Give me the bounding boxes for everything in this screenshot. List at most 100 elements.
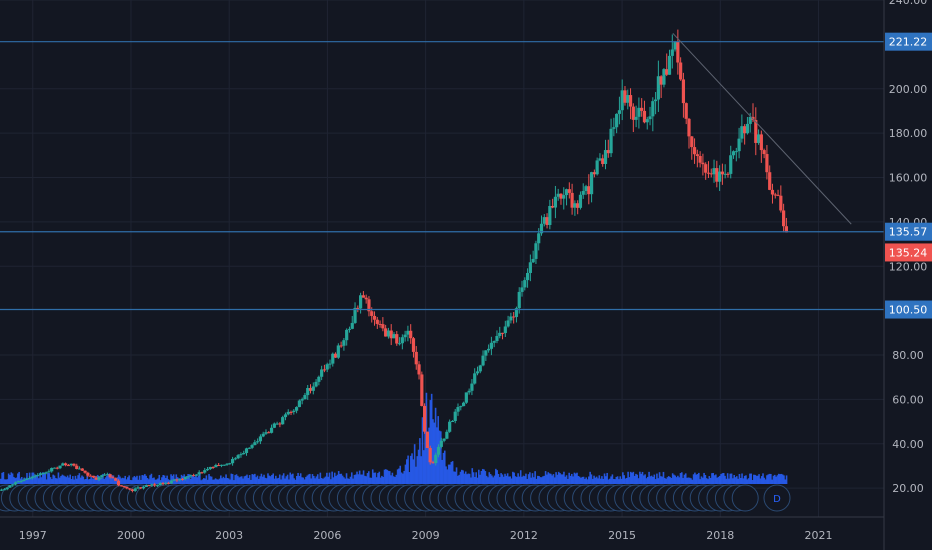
horizontal-levels[interactable] (0, 41, 884, 311)
volume-bar (197, 475, 200, 484)
volume-bar (649, 476, 652, 484)
candle-body (417, 364, 421, 375)
volume-bar (733, 474, 735, 484)
volume-bar (459, 471, 462, 484)
volume-bar (337, 471, 340, 484)
volume-bar (576, 472, 578, 484)
candle-body (617, 110, 622, 114)
volume-bar (650, 475, 653, 484)
candle-body (381, 324, 385, 329)
candle-body (66, 465, 70, 467)
volume-bar (550, 473, 552, 484)
interval-marker-label: D (773, 494, 781, 505)
volume-bar (553, 477, 556, 484)
volume-bar (412, 459, 415, 484)
volume-bar (468, 473, 471, 484)
volume-bar (686, 477, 688, 484)
volume-bar (403, 470, 405, 484)
volume-bar (149, 475, 151, 484)
volume-bar (282, 473, 285, 484)
volume-bar (589, 471, 591, 484)
y-tick-label: 20.00 (892, 482, 924, 495)
volume-bar (487, 477, 489, 484)
volume-bar (349, 476, 352, 484)
candle-body (164, 482, 168, 485)
event-markers[interactable]: D (0, 484, 791, 512)
candle-body (448, 421, 452, 432)
candle-body (281, 417, 285, 425)
volume-bar (736, 476, 738, 484)
candle-body (645, 119, 649, 123)
event-marker[interactable] (731, 484, 759, 512)
candle-body (55, 467, 59, 469)
volume-bar (502, 476, 505, 484)
volume-bar (498, 477, 501, 484)
volume-bar (318, 478, 320, 484)
volume-bar (601, 476, 603, 484)
volume-bar (13, 476, 15, 484)
volume-bar (653, 474, 656, 484)
candle-body (36, 474, 40, 476)
volume-bar (375, 477, 378, 484)
volume-bar (74, 475, 77, 484)
candle-body (509, 316, 513, 321)
candle-body (681, 79, 686, 104)
candle-body (695, 154, 699, 156)
level-price-badge (885, 222, 932, 241)
volume-bar (47, 472, 49, 484)
trend-line[interactable] (672, 32, 852, 225)
volume-bar (533, 477, 535, 484)
candle-body (236, 455, 240, 459)
volume-bar (534, 471, 536, 484)
volume-bar (310, 478, 312, 484)
volume-bar (57, 472, 60, 484)
candle-body (754, 120, 758, 143)
volume-bar (175, 474, 178, 484)
candle-body (169, 480, 173, 484)
candle-body (615, 113, 619, 128)
candle-body (125, 486, 129, 489)
volume-bar (466, 474, 468, 484)
volume-bar (509, 476, 512, 484)
volume-bar (161, 477, 163, 484)
volume-bar (602, 478, 605, 484)
volume-bar (674, 475, 677, 484)
volume-bar (581, 476, 584, 484)
candle-body (612, 127, 616, 129)
candle-body (756, 134, 761, 143)
candle-body (183, 477, 187, 480)
candle-body (723, 173, 727, 175)
volume-bar (0, 478, 2, 484)
candle-body (331, 353, 335, 364)
volume-bar (32, 472, 35, 484)
volume-bar (518, 476, 521, 484)
candle-body (272, 423, 276, 428)
candle-body (225, 463, 229, 465)
volume-bar (742, 478, 745, 484)
candle-body (782, 210, 786, 227)
volume-bar (261, 476, 264, 484)
candle-body (161, 483, 165, 485)
trend-line-segment[interactable] (672, 32, 852, 225)
volume-bar (185, 476, 188, 484)
candle-body (200, 472, 204, 474)
candle-body (481, 355, 485, 366)
candle-body (339, 345, 343, 347)
volume-bar (743, 475, 746, 484)
candle-body (434, 454, 438, 464)
candle-body (467, 390, 471, 393)
interval-marker[interactable] (763, 484, 791, 512)
candle-body (442, 438, 446, 441)
volume-bar (759, 478, 762, 484)
volume-bar (239, 476, 242, 484)
price-axis[interactable]: 240.00200.00180.00160.00140.00120.0080.0… (889, 0, 928, 495)
candle-body (83, 470, 87, 473)
candle-body (242, 452, 246, 455)
time-axis[interactable]: 1997 2000 2003 2006 2009 2012 2015 2018 2021 (19, 529, 833, 542)
candle-body (598, 158, 602, 161)
volume-bar (500, 473, 502, 484)
volume-bar (199, 474, 201, 484)
volume-bar (170, 474, 172, 484)
volume-bar (347, 478, 349, 484)
